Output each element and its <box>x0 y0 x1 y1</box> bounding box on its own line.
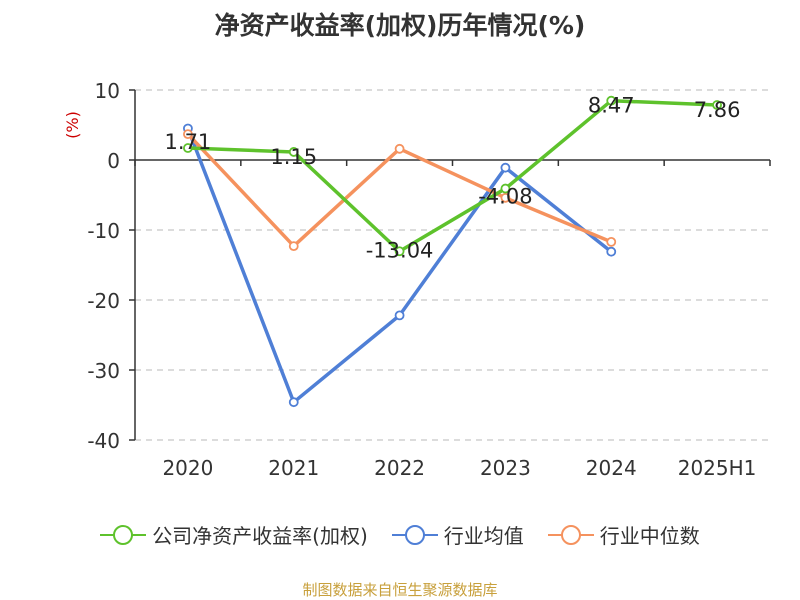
data-point <box>288 397 299 408</box>
y-tick-label: 10 <box>95 79 120 103</box>
data-label: 8.47 <box>588 94 635 118</box>
legend-item: 行业中位数 <box>547 520 700 549</box>
data-label: -4.08 <box>478 185 532 209</box>
data-point <box>606 95 617 106</box>
legend-label: 公司净资产收益率(加权) <box>152 524 368 548</box>
y-tick-label: -20 <box>87 289 120 313</box>
data-label: 1.15 <box>270 145 317 169</box>
data-point <box>288 147 299 157</box>
data-point <box>183 129 193 140</box>
data-point <box>183 143 193 153</box>
data-point <box>500 183 511 194</box>
chart-title: 净资产收益率(加权)历年情况(%) <box>214 11 586 40</box>
source-note: 制图数据来自恒生聚源数据库 <box>302 581 498 599</box>
data-point <box>288 241 299 252</box>
y-axis-label: (%) <box>63 111 82 139</box>
data-label: -13.04 <box>366 238 434 262</box>
legend-item: 行业均值 <box>391 520 524 549</box>
y-tick-label: -30 <box>87 359 120 383</box>
y-tick-label: -40 <box>87 429 120 453</box>
x-tick-label: 2021 <box>268 456 319 480</box>
x-tick-label: 2025H1 <box>678 456 757 480</box>
legend-item: 公司净资产收益率(加权) <box>100 520 368 549</box>
series-line-1 <box>186 127 613 404</box>
x-tick-label: 2024 <box>586 456 637 480</box>
data-point <box>394 246 405 257</box>
legend-swatch <box>391 524 438 545</box>
x-tick-label: 2023 <box>480 456 531 480</box>
x-tick-label: 2020 <box>162 456 213 480</box>
y-tick-label: -10 <box>87 219 120 243</box>
legend: 公司净资产收益率(加权) 行业均值 行业中位数 <box>0 520 800 549</box>
legend-marker <box>404 524 425 545</box>
legend-marker <box>113 524 134 545</box>
data-point <box>394 310 405 321</box>
x-tick-label: 2022 <box>374 456 425 480</box>
series-line-0 <box>187 98 718 254</box>
legend-label: 行业均值 <box>443 524 524 548</box>
data-point <box>394 143 405 154</box>
legend-marker <box>560 524 581 545</box>
data-point <box>606 246 617 257</box>
data-point <box>500 192 511 203</box>
y-tick-label: 0 <box>107 149 120 173</box>
data-point <box>500 162 511 173</box>
legend-swatch <box>100 524 147 545</box>
data-point <box>712 100 722 110</box>
data-label: 1.71 <box>165 130 212 154</box>
legend-label: 行业中位数 <box>599 524 700 548</box>
data-point <box>606 236 617 247</box>
data-label: 7.86 <box>694 98 741 122</box>
legend-swatch <box>547 524 594 545</box>
